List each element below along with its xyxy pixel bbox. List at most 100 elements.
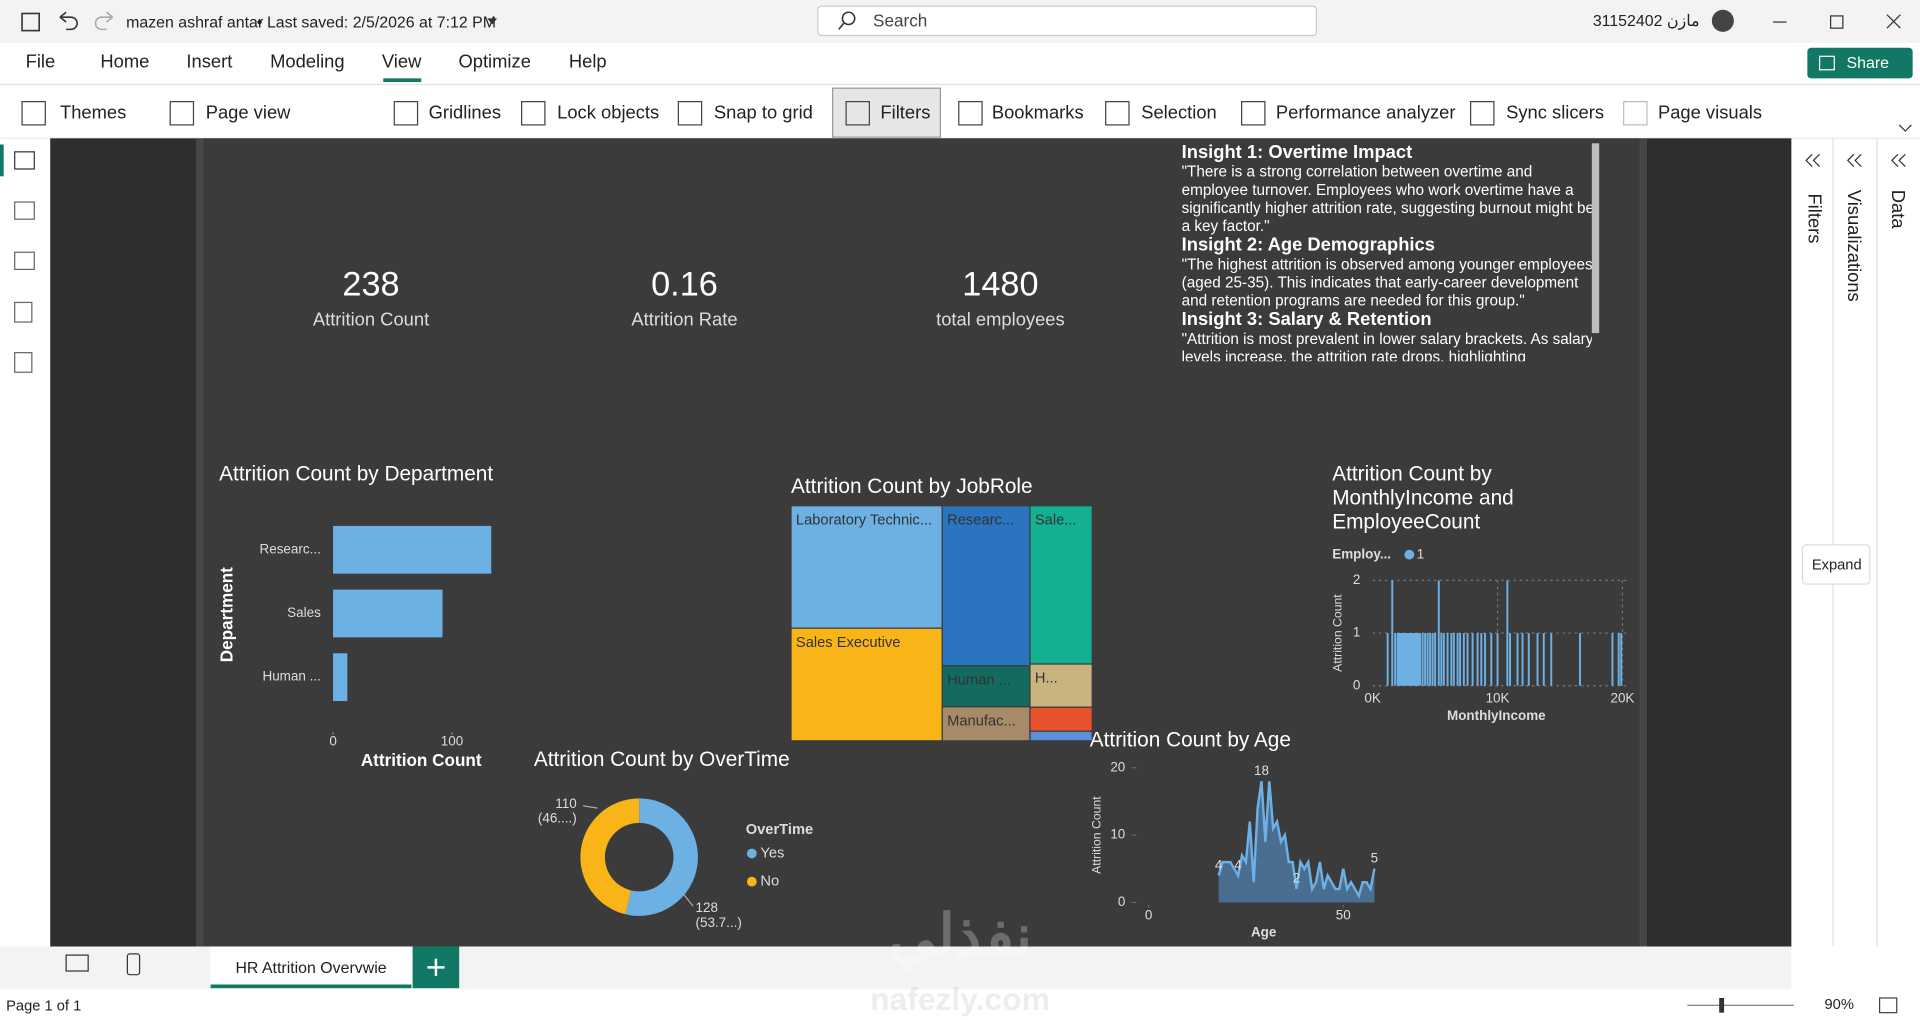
legend-label: No: [760, 874, 779, 890]
page-tab[interactable]: [210, 946, 412, 989]
save-icon[interactable]: [21, 12, 40, 32]
avatar[interactable]: [1711, 9, 1734, 32]
search-placeholder[interactable]: Search: [873, 11, 927, 31]
expand-filters[interactable]: [1805, 153, 1821, 167]
column: [1419, 633, 1422, 686]
ribbon-toolbar: Themes Page view Gridlines Lock objects Snap…: [21, 87, 1762, 138]
column: [1397, 633, 1400, 686]
chart-title: MonthlyIncome and: [1332, 486, 1514, 509]
ribbon-label[interactable]: Themes: [60, 102, 126, 123]
ribbon-collapse[interactable]: [1898, 124, 1912, 132]
ribbon-label[interactable]: Snap to grid: [714, 102, 813, 123]
donut-slice: [580, 798, 640, 915]
checkbox[interactable]: [393, 101, 419, 126]
y-tick-label: 1: [1353, 625, 1360, 640]
last-saved[interactable]: Last saved: 2/5/2026 at 7:12 PM: [267, 14, 496, 31]
expand-data[interactable]: [1890, 153, 1906, 167]
data-pane-label[interactable]: Data: [1888, 190, 1909, 230]
y-tick-label: Researc...: [260, 541, 321, 556]
insights-textbox: Insight 1: Overtime Impact "There is a st…: [1182, 141, 1592, 361]
ribbon-icon[interactable]: [21, 101, 46, 126]
page-tab-label[interactable]: HR Attrition Overvwie: [235, 960, 386, 977]
account-name[interactable]: 31152402 مازن: [1593, 13, 1700, 30]
page-status: Page 1 of 1: [6, 998, 81, 1014]
tile-label: Sale...: [1035, 512, 1077, 528]
share-label[interactable]: Share: [1847, 55, 1890, 72]
ribbon-label[interactable]: Page visuals: [1658, 102, 1762, 123]
expand-visualizations[interactable]: [1846, 153, 1862, 167]
column: [1459, 633, 1462, 686]
fit-page-button[interactable]: [1878, 997, 1898, 1014]
column: [1506, 580, 1509, 686]
dax-view-icon[interactable]: [14, 301, 33, 323]
column: [1386, 633, 1389, 686]
ribbon-label[interactable]: Selection: [1141, 102, 1217, 123]
search-icon-handle: [838, 22, 845, 30]
ribbon-icon[interactable]: [1623, 101, 1648, 126]
menu-item[interactable]: File: [26, 50, 56, 71]
y-tick-label: 20: [1110, 759, 1125, 774]
filters-pane-label[interactable]: Filters: [1805, 193, 1826, 243]
zoom-thumb[interactable]: [1719, 997, 1725, 1013]
checkbox[interactable]: [677, 101, 703, 126]
ribbon-icon[interactable]: [1105, 101, 1130, 126]
bar: [333, 589, 443, 638]
ribbon-icon[interactable]: [169, 101, 195, 126]
insight-text: employee turnover. Employees who work ov…: [1182, 182, 1574, 199]
column: [1450, 633, 1453, 686]
x-tick-label: 0: [1145, 907, 1152, 922]
insight-text: (aged 25-35). This indicates that early-…: [1182, 275, 1580, 292]
model-view-icon[interactable]: [14, 251, 35, 270]
insight-title: Insight 2: Age Demographics: [1182, 234, 1435, 255]
column: [1411, 633, 1414, 686]
menu-item[interactable]: View: [382, 50, 422, 71]
ribbon-icon[interactable]: [1241, 101, 1266, 126]
ribbon-label[interactable]: Performance analyzer: [1276, 102, 1456, 123]
mobile-layout-icon[interactable]: [126, 953, 141, 976]
column: [1429, 633, 1432, 686]
ribbon-label[interactable]: Bookmarks: [992, 102, 1084, 123]
ribbon-icon[interactable]: [958, 101, 983, 126]
column: [1516, 633, 1519, 686]
add-page-icon: [427, 958, 445, 976]
share-button[interactable]: [1807, 47, 1913, 79]
scrollbar[interactable]: [1591, 143, 1600, 334]
column: [1404, 633, 1407, 686]
ribbon-label[interactable]: Page view: [206, 102, 291, 123]
visualizations-pane-label[interactable]: Visualizations: [1844, 190, 1865, 302]
menu-item[interactable]: Help: [569, 50, 607, 71]
treemap-tile: [941, 665, 1031, 708]
redo-icon[interactable]: [94, 11, 114, 31]
legend-title: Employ...: [1332, 546, 1391, 561]
menu-item[interactable]: Optimize: [458, 50, 530, 71]
close-button[interactable]: [1886, 14, 1901, 29]
tooltip-text: Expand: [1812, 558, 1862, 574]
column: [1431, 633, 1434, 686]
table-view-icon[interactable]: [14, 201, 35, 220]
column: [1414, 633, 1417, 686]
menu-item[interactable]: Home: [100, 50, 149, 71]
card-value: 0.16: [651, 266, 718, 304]
menu-item[interactable]: Insert: [186, 50, 232, 71]
undo-icon[interactable]: [59, 11, 78, 31]
y-tick-label: Sales: [287, 605, 321, 620]
ribbon-label[interactable]: Lock objects: [557, 102, 659, 123]
ribbon-icon[interactable]: [1470, 101, 1495, 126]
ribbon-label[interactable]: Gridlines: [429, 102, 501, 123]
checkbox[interactable]: [521, 101, 546, 126]
column: [1496, 633, 1499, 686]
report-view-icon[interactable]: [14, 151, 35, 170]
card-value: 238: [342, 266, 399, 304]
ribbon-label[interactable]: Filters: [880, 102, 930, 123]
menu-item[interactable]: Modeling: [270, 50, 345, 71]
column: [1421, 633, 1424, 686]
card-label: Attrition Rate: [631, 309, 737, 330]
desktop-layout-icon[interactable]: [65, 954, 89, 972]
search-box[interactable]: [817, 5, 1317, 37]
dropdown-icon[interactable]: [487, 18, 498, 25]
ribbon-icon[interactable]: [845, 101, 870, 126]
chart-title: Attrition Count by Age: [1090, 728, 1291, 751]
maximize-button[interactable]: [1830, 15, 1844, 29]
ribbon-label[interactable]: Sync slicers: [1506, 102, 1604, 123]
tmdl-view-icon[interactable]: [14, 352, 33, 373]
